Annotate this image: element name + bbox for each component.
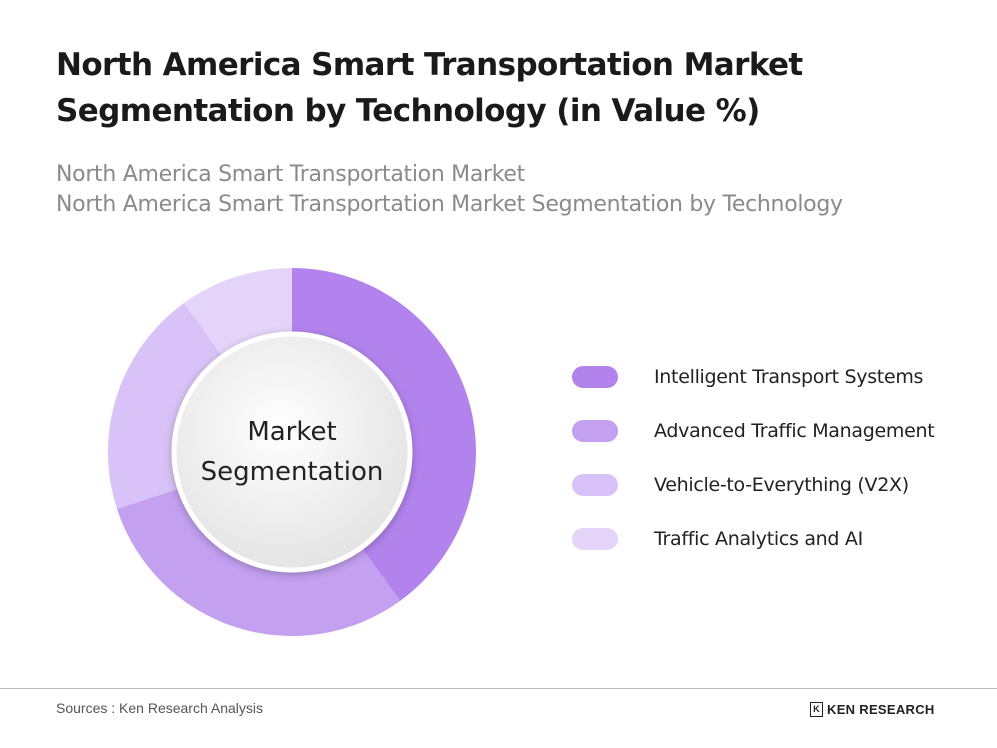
legend-swatch <box>572 366 618 388</box>
legend-item: Intelligent Transport Systems <box>572 350 934 404</box>
legend-swatch <box>572 528 618 550</box>
legend-item: Traffic Analytics and AI <box>572 512 934 566</box>
center-label-line1: Market <box>247 417 337 447</box>
ken-research-logo: K KEN RESEARCH <box>810 702 935 717</box>
center-label: Market Segmentation <box>192 412 392 492</box>
legend-label: Traffic Analytics and AI <box>654 528 863 550</box>
legend-item: Vehicle-to-Everything (V2X) <box>572 458 934 512</box>
chart-title: North America Smart Transportation Marke… <box>56 47 803 129</box>
logo-k-icon: K <box>810 702 823 717</box>
legend-swatch <box>572 474 618 496</box>
chart-subtitle-2: North America Smart Transportation Marke… <box>56 192 843 217</box>
logo-text: KEN RESEARCH <box>827 702 935 717</box>
center-label-line2: Segmentation <box>200 457 384 487</box>
donut-center <box>171 331 413 573</box>
footer-divider <box>0 688 997 689</box>
source-note: Sources : Ken Research Analysis <box>56 700 263 716</box>
legend: Intelligent Transport Systems Advanced T… <box>572 350 935 566</box>
legend-label: Intelligent Transport Systems <box>654 366 924 388</box>
legend-swatch <box>572 420 618 442</box>
legend-label: Vehicle-to-Everything (V2X) <box>654 474 909 496</box>
chart-subtitle-1: North America Smart Transportation Marke… <box>56 162 525 187</box>
legend-item: Advanced Traffic Management <box>572 404 935 458</box>
legend-label: Advanced Traffic Management <box>654 420 935 442</box>
